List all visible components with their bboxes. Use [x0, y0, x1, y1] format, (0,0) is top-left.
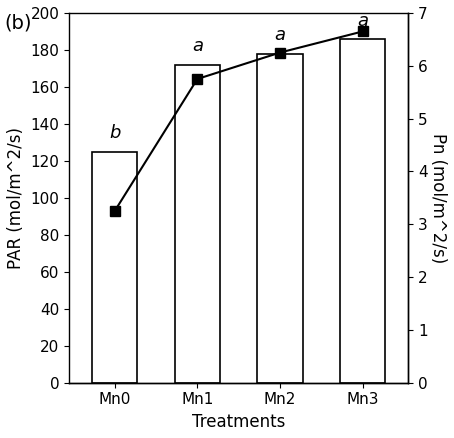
Text: a: a: [192, 38, 203, 56]
Text: b: b: [109, 124, 120, 142]
Bar: [175, 65, 220, 383]
Bar: [340, 39, 385, 383]
Text: (b): (b): [5, 13, 32, 32]
Text: a: a: [275, 26, 286, 44]
Y-axis label: PAR (mol/m^2/s): PAR (mol/m^2/s): [7, 127, 25, 269]
Bar: [257, 53, 303, 383]
Bar: [92, 152, 138, 383]
Y-axis label: Pn (mol/m^2/s): Pn (mol/m^2/s): [429, 133, 447, 263]
Text: a: a: [357, 11, 368, 30]
X-axis label: Treatments: Treatments: [192, 413, 286, 431]
